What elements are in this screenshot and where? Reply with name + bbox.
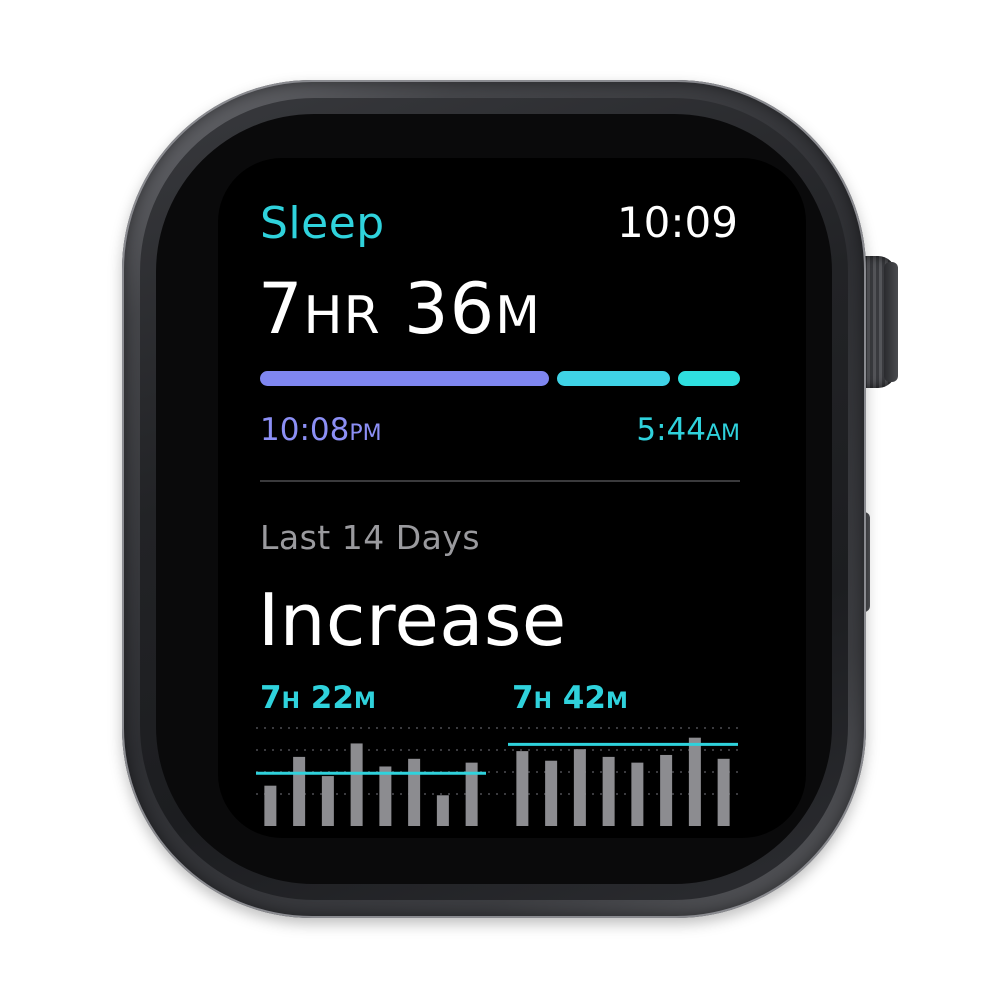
chart-bar: [545, 760, 558, 826]
section-divider: [260, 480, 740, 482]
chart-bar: [516, 751, 529, 826]
chart-bar: [379, 766, 392, 826]
wake-ampm: AM: [705, 421, 740, 446]
recent-avg-minutes-unit: M: [605, 689, 628, 714]
recent-avg-hours-unit: H: [533, 689, 552, 714]
sleep-trend-chart: [256, 727, 742, 826]
chart-bar: [436, 795, 449, 826]
recent-avg-minutes: 42: [562, 680, 606, 716]
previous-avg-minutes-unit: M: [353, 689, 376, 714]
previous-average-label: 7H 22M: [260, 680, 376, 716]
digital-crown-cap: [884, 262, 898, 382]
trend-status: Increase: [258, 578, 567, 662]
trend-period-label: Last 14 Days: [260, 518, 481, 557]
duration-minutes: 36: [404, 268, 496, 350]
previous-avg-minutes: 22: [310, 680, 354, 716]
chart-bar: [660, 754, 673, 826]
wake-time-label: 5:44AM: [636, 412, 740, 448]
chart-bar: [264, 785, 277, 826]
chart-bar: [573, 749, 586, 826]
chart-bar: [350, 743, 363, 826]
chart-bar: [321, 776, 334, 826]
previous-avg-hours: 7: [260, 680, 282, 716]
watch-screen: [218, 158, 806, 838]
app-title: Sleep: [260, 198, 385, 249]
sleep-stage-segment: [556, 371, 671, 386]
sleep-stage-segment: [678, 371, 740, 386]
chart-bar: [688, 737, 701, 826]
sleep-duration: 7HR 36M: [258, 268, 541, 350]
chart-bar: [717, 758, 730, 826]
sleep-stage-segment: [260, 371, 549, 386]
recent-average-label: 7H 42M: [512, 680, 628, 716]
recent-avg-hours: 7: [512, 680, 534, 716]
chart-bar: [602, 756, 615, 826]
bedtime-label: 10:08PM: [260, 412, 382, 448]
chart-bar: [408, 758, 421, 826]
duration-hours: 7: [258, 268, 304, 350]
duration-hours-unit: HR: [303, 286, 381, 346]
bedtime-ampm: PM: [349, 421, 382, 446]
chart-bar: [631, 762, 644, 826]
wake-time: 5:44: [636, 412, 706, 448]
duration-minutes-unit: M: [495, 286, 541, 346]
previous-avg-hours-unit: H: [281, 689, 300, 714]
clock: 10:09: [616, 198, 738, 247]
bedtime-time: 10:08: [260, 412, 350, 448]
chart-bar: [293, 756, 306, 826]
chart-bar: [465, 762, 478, 826]
